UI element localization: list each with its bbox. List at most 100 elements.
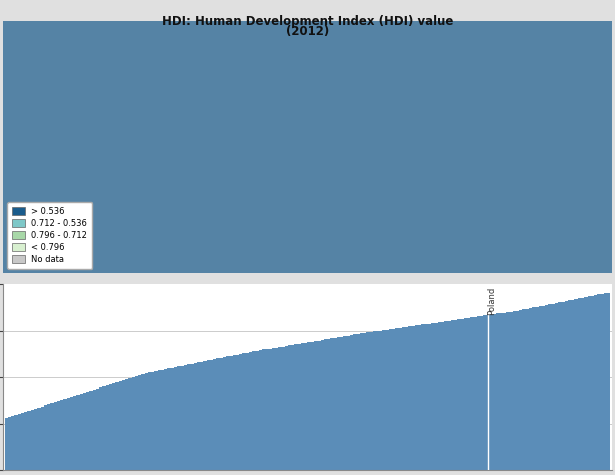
Bar: [8, 417, 11, 470]
Bar: [519, 310, 522, 470]
Bar: [301, 343, 304, 470]
Bar: [54, 402, 57, 470]
Bar: [323, 340, 327, 470]
Bar: [386, 330, 389, 470]
Bar: [441, 322, 444, 470]
Bar: [151, 371, 154, 470]
Bar: [57, 401, 60, 470]
Bar: [298, 344, 301, 470]
Bar: [405, 327, 408, 470]
Bar: [38, 408, 41, 470]
Bar: [373, 331, 376, 470]
Bar: [66, 398, 70, 470]
Bar: [574, 299, 577, 470]
Bar: [327, 339, 330, 470]
Bar: [516, 311, 519, 470]
Bar: [157, 370, 161, 470]
Bar: [187, 364, 190, 470]
Bar: [360, 333, 363, 470]
Bar: [552, 304, 555, 470]
Bar: [458, 319, 461, 470]
Bar: [581, 298, 584, 470]
Bar: [402, 327, 405, 470]
Bar: [363, 333, 366, 470]
Bar: [383, 330, 386, 470]
Bar: [197, 362, 200, 470]
Bar: [522, 309, 526, 470]
Bar: [549, 304, 552, 470]
Bar: [545, 305, 549, 470]
Bar: [252, 351, 255, 470]
Bar: [259, 350, 262, 470]
Bar: [431, 323, 434, 470]
Bar: [561, 302, 565, 470]
Bar: [317, 341, 320, 470]
Bar: [265, 349, 268, 470]
Bar: [477, 316, 480, 470]
Bar: [536, 307, 539, 470]
Bar: [207, 361, 210, 470]
Bar: [577, 298, 581, 470]
Bar: [451, 320, 454, 470]
Bar: [395, 328, 399, 470]
Bar: [213, 359, 216, 470]
Bar: [333, 338, 337, 470]
Bar: [164, 369, 167, 470]
Bar: [106, 385, 109, 470]
Bar: [229, 356, 232, 470]
Legend: > 0.536, 0.712 - 0.536, 0.796 - 0.712, < 0.796, No data: > 0.536, 0.712 - 0.536, 0.796 - 0.712, <…: [7, 202, 92, 269]
Bar: [343, 336, 347, 470]
Bar: [314, 341, 317, 470]
Text: HDI: Human Development Index (HDI) value: HDI: Human Development Index (HDI) value: [162, 15, 453, 28]
Bar: [63, 399, 66, 470]
Bar: [79, 394, 83, 470]
Bar: [239, 354, 242, 470]
Bar: [529, 308, 532, 470]
Bar: [24, 412, 28, 470]
Bar: [594, 295, 597, 470]
Bar: [292, 345, 295, 470]
Bar: [18, 414, 21, 470]
Bar: [587, 296, 591, 470]
Bar: [379, 331, 383, 470]
Bar: [288, 345, 292, 470]
Bar: [15, 415, 18, 470]
Bar: [597, 294, 600, 470]
Bar: [568, 300, 571, 470]
Bar: [499, 313, 503, 470]
Bar: [370, 332, 373, 470]
Bar: [282, 347, 285, 470]
Bar: [174, 367, 177, 470]
Bar: [340, 337, 343, 470]
Bar: [93, 390, 96, 470]
Bar: [223, 357, 226, 470]
Bar: [116, 382, 119, 470]
Bar: [148, 371, 151, 470]
Bar: [467, 318, 470, 470]
Bar: [181, 366, 184, 470]
Bar: [438, 322, 441, 470]
Bar: [285, 346, 288, 470]
Bar: [41, 407, 44, 470]
Bar: [434, 323, 438, 470]
Bar: [347, 336, 350, 470]
Bar: [262, 349, 265, 470]
Bar: [486, 315, 490, 470]
Bar: [60, 400, 63, 470]
Bar: [503, 313, 506, 470]
Bar: [226, 357, 229, 470]
Bar: [532, 307, 536, 470]
Bar: [255, 351, 259, 470]
Bar: [112, 383, 116, 470]
Bar: [89, 390, 93, 470]
Bar: [242, 353, 245, 470]
Bar: [461, 319, 464, 470]
Bar: [141, 374, 145, 470]
Bar: [268, 349, 272, 470]
Bar: [154, 371, 157, 470]
Bar: [132, 377, 135, 470]
Bar: [125, 379, 129, 470]
Bar: [129, 378, 132, 470]
Bar: [99, 388, 102, 470]
Bar: [356, 334, 360, 470]
